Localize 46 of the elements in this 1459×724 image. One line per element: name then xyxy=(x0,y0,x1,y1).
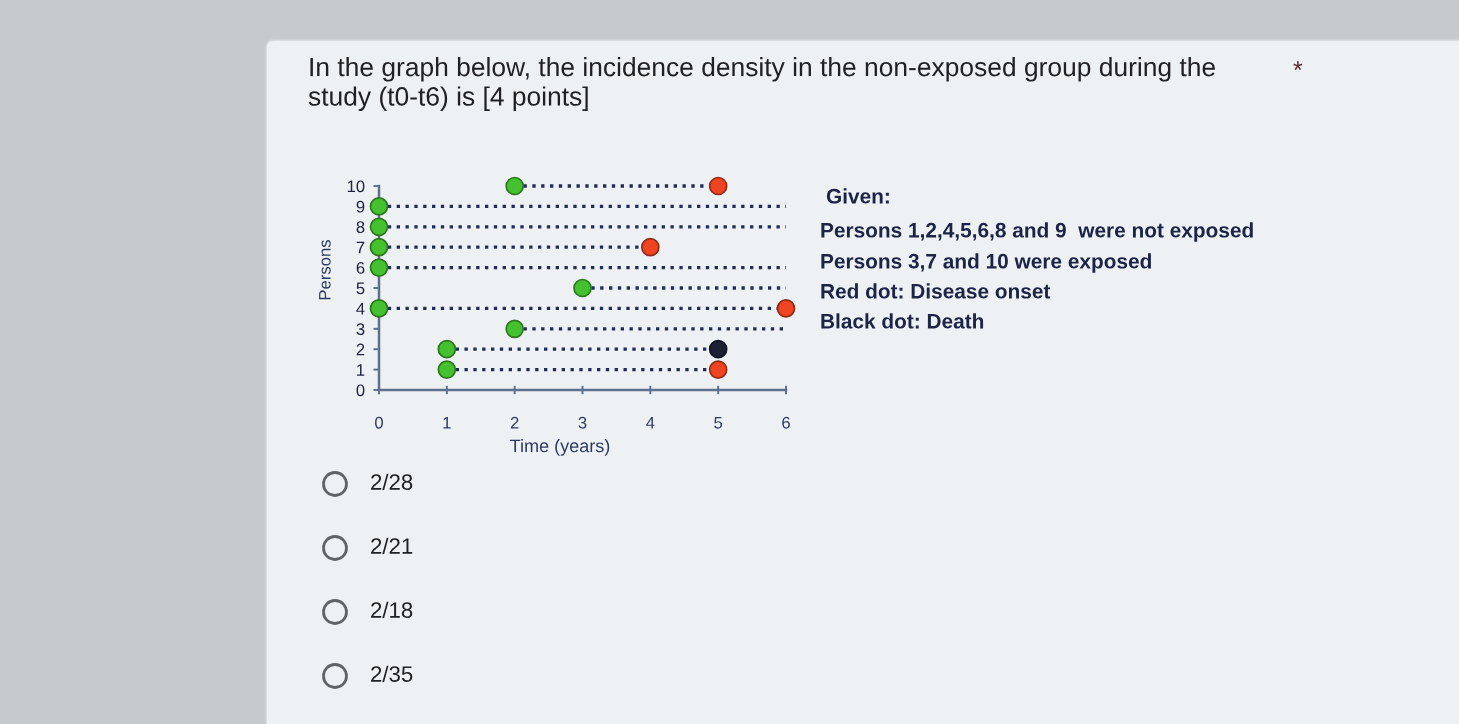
y-tick-label: 2 xyxy=(356,343,365,356)
text: 2/18 xyxy=(371,601,413,618)
y-tick-label: 7 xyxy=(356,241,365,254)
y-tick-label: 4 xyxy=(356,302,365,315)
point xyxy=(708,176,728,196)
y-tick-label: 10 xyxy=(347,180,365,193)
point xyxy=(640,237,660,257)
x-tick-label: 2 xyxy=(510,416,519,429)
y-tick-label: 0 xyxy=(356,384,365,397)
x-tick-label: 3 xyxy=(578,416,587,429)
text: Black dot: Death xyxy=(821,313,984,329)
text: * xyxy=(1293,61,1303,71)
text: Given: xyxy=(826,188,889,204)
point xyxy=(369,299,389,318)
x-tick-label: 6 xyxy=(782,416,790,429)
point xyxy=(573,278,592,298)
point xyxy=(708,360,728,379)
point xyxy=(437,360,457,379)
point xyxy=(708,339,728,359)
x-tick-label: 5 xyxy=(714,417,723,429)
point xyxy=(369,197,389,216)
y-tick-label: 3 xyxy=(356,323,365,335)
point xyxy=(369,258,389,277)
y-tick-label: 5 xyxy=(356,282,365,295)
point xyxy=(505,319,525,339)
text: Persons 1,2,4,5,6,8 and 9 were not exposed xyxy=(821,222,1253,242)
point xyxy=(505,176,525,196)
text: 2/21 xyxy=(371,537,413,554)
point xyxy=(437,339,457,359)
x-tick-label: 0 xyxy=(375,416,383,429)
text: Red dot: Disease onset xyxy=(821,283,1051,299)
y-tick-label: 6 xyxy=(356,262,365,274)
x-tick-label: 1 xyxy=(443,417,451,429)
y-tick-label: 8 xyxy=(356,221,365,233)
point xyxy=(369,217,389,237)
y-tick-label: 9 xyxy=(356,200,365,213)
text: 2/28 xyxy=(371,473,413,490)
y-axis-title: Persons xyxy=(319,240,331,300)
y-tick-label: 1 xyxy=(357,364,365,376)
x-tick-label: 4 xyxy=(646,417,655,429)
chart-title: In the graph below, the incidence density in the non-exposed group during the study (t0-t6) is [4 points] xyxy=(308,57,1215,111)
text: Persons 3,7 and 10 were exposed xyxy=(821,253,1151,273)
text: 2/35 xyxy=(371,665,413,682)
x-axis-title: Time (years) xyxy=(510,439,610,456)
point xyxy=(776,299,796,318)
point xyxy=(369,237,389,257)
